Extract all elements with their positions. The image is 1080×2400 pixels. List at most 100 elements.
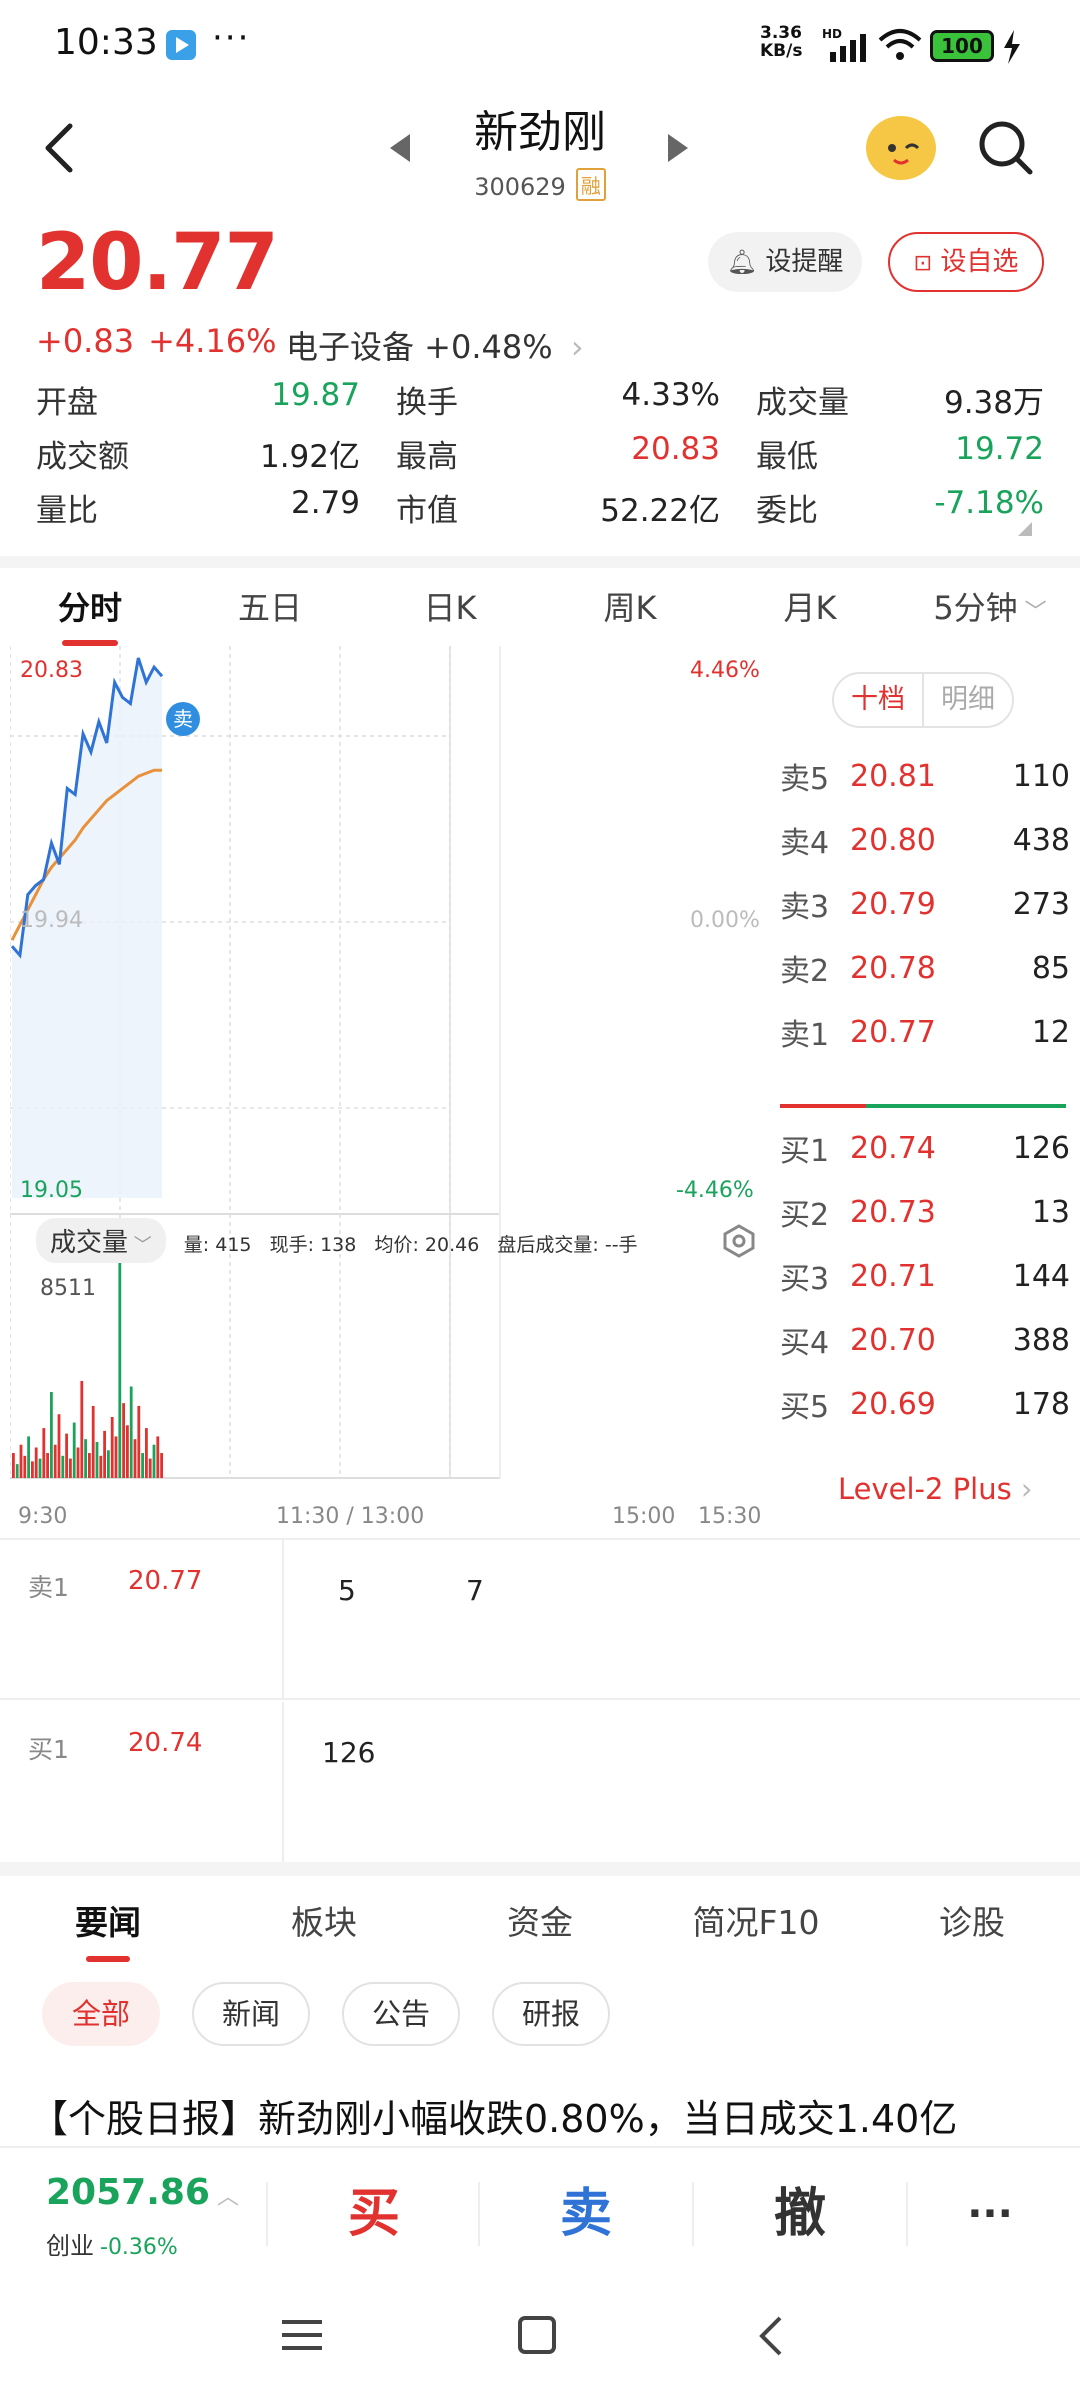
volume-bar [137,1405,141,1478]
divider [692,2182,694,2246]
sell-marker[interactable]: 卖 [166,702,200,736]
tab-five-minute[interactable]: 5分钟 ﹀ [900,570,1080,646]
tab-monthly-k[interactable]: 月K [783,589,837,627]
volume-bar [145,1428,148,1478]
level-price: 20.80 [850,822,936,858]
tab-daily-k[interactable]: 日K [423,589,477,627]
ask-row[interactable]: 卖2 20.78 85 [780,936,1070,1000]
chip-news[interactable]: 新闻 [192,1982,311,2046]
settings-hex-icon[interactable] [722,1224,756,1258]
tab-capital[interactable]: 资金 [507,1903,573,1942]
tab-weekly-k[interactable]: 周K [603,589,657,627]
stat-label: 最高 [396,438,458,475]
sell-button[interactable]: 卖 [559,2184,612,2244]
change-percent: +4.16% [148,322,277,360]
tab-f10[interactable]: 简况F10 [692,1903,820,1942]
buy-button[interactable]: 买 [347,2184,400,2244]
volume-bar [57,1414,61,1478]
index-value[interactable]: 2057.86 ︿ [46,2172,239,2213]
tab-news-highlights[interactable]: 要闻 [0,1880,216,1970]
menu-icon[interactable] [282,2318,322,2352]
stock-code: 300629 [474,173,566,201]
level-label: 买5 [780,1390,830,1425]
price-line [10,657,164,959]
next-stock-button[interactable] [668,134,688,162]
level-volume: 273 [1012,886,1070,922]
ask-row[interactable]: 卖4 20.80 438 [780,808,1070,872]
news-tabs: 要闻 板块 资金 简况F10 诊股 [0,1880,1080,1970]
back-nav-icon[interactable] [756,2316,786,2356]
tab-five-day[interactable]: 五日 [237,589,302,627]
stat-cell: 成交额 1.92亿 [36,431,396,476]
stat-label: 换手 [396,384,458,421]
tab-intraday[interactable]: 分时 [0,570,180,646]
prev-stock-button[interactable] [390,134,410,162]
ask-row[interactable]: 卖1 20.77 12 [780,1000,1070,1064]
chip-announcements[interactable]: 公告 [342,1982,461,2046]
pct-mid-label: 0.00% [690,908,760,933]
tab-diagnosis[interactable]: 诊股 [939,1903,1005,1942]
divider [266,2182,268,2246]
news-headline[interactable]: 【个股日报】新劲刚小幅收跌0.80%，当日成交1.40亿 [30,2097,958,2141]
ask-row[interactable]: 卖5 20.81 110 [780,744,1070,808]
level-price: 20.74 [850,1130,936,1166]
stat-label: 最低 [756,438,818,475]
back-button[interactable] [36,118,86,178]
detail-tab[interactable]: 明细 [941,684,995,715]
network-speed: 3.36 KB/s [760,24,802,60]
tab-sector[interactable]: 板块 [291,1903,357,1942]
level2-label: Level-2 Plus [838,1472,1012,1506]
bid-row[interactable]: 买1 20.74 126 [780,1116,1070,1180]
time-end-label: 15:30 [698,1504,762,1529]
mascot-icon[interactable] [866,116,936,180]
intraday-chart[interactable]: 20.83 19.94 19.05 4.46% 0.00% -4.46% 851… [10,646,762,1536]
current-price: 20.77 [36,218,279,308]
level-volume: 110 [1012,758,1070,794]
stat-label: 成交额 [36,438,129,475]
stat-value: 1.92亿 [259,438,360,475]
volume-bar [99,1455,103,1478]
charging-icon [1004,30,1020,64]
add-watchlist-button[interactable]: ⊡ 设自选 [888,232,1044,292]
stat-value: 4.33% [621,376,720,413]
search-button[interactable] [976,118,1036,178]
home-icon[interactable] [518,2316,556,2354]
bid-row[interactable]: 买2 20.73 13 [780,1180,1070,1244]
volume-bar [152,1444,156,1478]
chip-all[interactable]: 全部 [42,1982,161,2046]
ten-level-tab[interactable]: 十档 [834,674,924,726]
set-alert-button[interactable]: 🔔︎ 设提醒 [708,232,862,292]
bid-row[interactable]: 买3 20.71 144 [780,1244,1070,1308]
level2-link[interactable]: Level-2 Plus › [838,1472,1033,1506]
chip-research[interactable]: 研报 [492,1982,611,2046]
expand-corner-icon[interactable] [1016,520,1034,538]
level-label: 卖2 [780,954,830,989]
volume-bar [110,1416,114,1478]
stats-row: 开盘 19.87 换手 4.33% 成交量 9.38万 [36,372,1044,426]
stat-label: 市值 [396,492,458,529]
level-label: 卖1 [780,1018,830,1053]
volume-bar [160,1453,163,1478]
volume-bar [118,1242,122,1478]
bid-row[interactable]: 买4 20.70 388 [780,1308,1070,1372]
chevron-down-icon: ﹀ [1017,600,1047,625]
sector-link[interactable]: 电子设备 +0.48% › [286,322,584,368]
cancel-order-button[interactable]: 撤 [773,2184,826,2244]
more-button[interactable]: ··· [967,2191,1013,2237]
stats-row: 成交额 1.92亿 最高 20.83 最低 19.72 [36,426,1044,480]
sell1-queue-row: 卖1 20.77 5 7 [0,1540,1080,1700]
ask-row[interactable]: 卖3 20.79 273 [780,872,1070,936]
watchlist-icon: ⊡ [913,251,933,276]
queue-order: 126 [322,1736,376,1769]
volume-bar [38,1458,42,1478]
price-change: +0.83 +4.16% [36,322,291,360]
stat-label: 委比 [756,492,818,529]
battery-icon: 100 [930,30,994,62]
volume-dropdown[interactable]: 成交量 ﹀ [36,1218,166,1263]
bid-row[interactable]: 买5 20.69 178 [780,1372,1070,1436]
chart-tabs: 分时 五日 日K 周K 月K 5分钟 ﹀ [0,570,1080,646]
volume-bar [65,1433,68,1478]
tab-five-minute-label: 5分钟 [933,589,1018,627]
volume-bar [31,1461,34,1478]
level-label: 卖3 [780,890,830,925]
